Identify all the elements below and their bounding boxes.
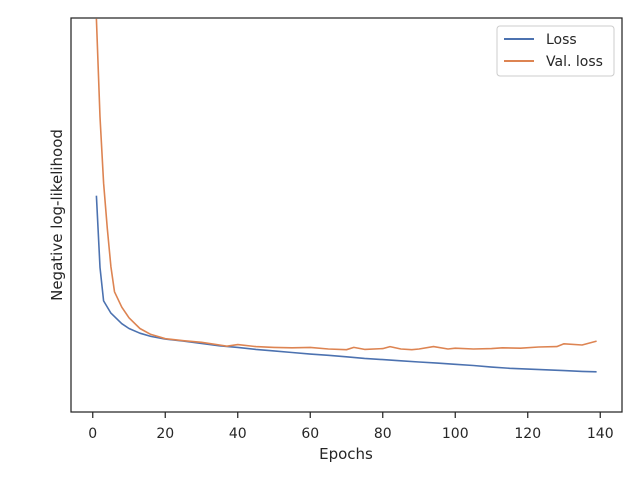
- x-tick-label: 40: [229, 426, 247, 442]
- x-tick-label: 120: [514, 426, 541, 442]
- x-tick-label: 100: [442, 426, 469, 442]
- x-tick-label: 60: [301, 426, 319, 442]
- legend-label-loss: Loss: [546, 32, 577, 48]
- legend-label-val-loss: Val. loss: [546, 54, 603, 70]
- x-tick-label: 0: [88, 426, 97, 442]
- series-layer: [95, 18, 597, 373]
- series-line-loss: [95, 195, 597, 373]
- x-axis-ticks: 0 20 40 60 80 100 120 140: [88, 412, 614, 442]
- y-axis-label: Negative log-likelihood: [48, 129, 66, 301]
- x-tick-label: 20: [156, 426, 174, 442]
- legend: Loss Val. loss: [496, 25, 615, 77]
- x-tick-label: 140: [587, 426, 614, 442]
- plot-area: [70, 17, 623, 413]
- series-line-val-loss: [95, 18, 597, 351]
- x-axis-label: Epochs: [319, 445, 373, 463]
- x-tick-label: 80: [374, 426, 392, 442]
